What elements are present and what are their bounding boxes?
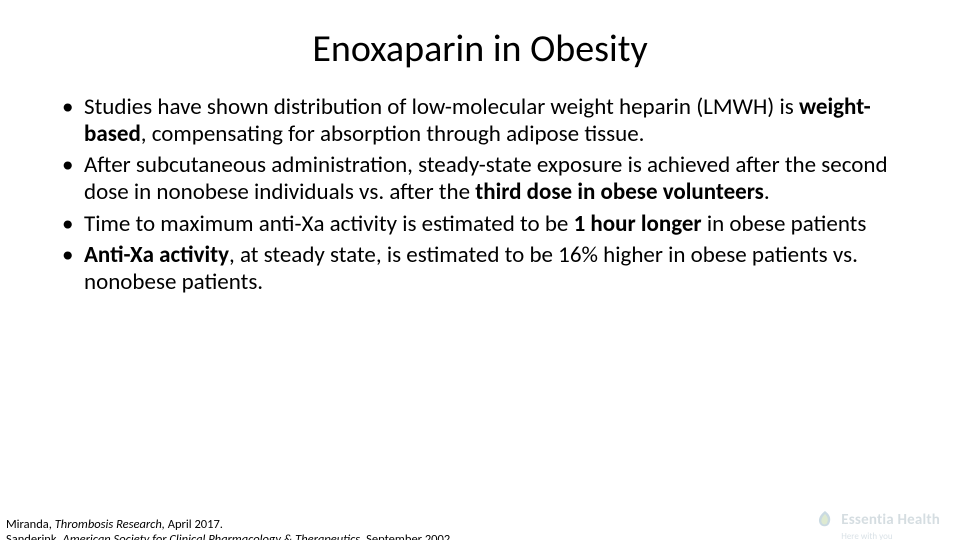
slide-title: Enoxaparin in Obesity xyxy=(0,26,960,72)
reference-rest: April 2017. xyxy=(165,517,223,532)
bullet-item: Anti-Xa activity, at steady state, is es… xyxy=(62,242,912,296)
references: Miranda, Thrombosis Research, April 2017… xyxy=(6,517,453,540)
bullet-text: 1 hour longer xyxy=(574,210,707,238)
slide-body: Studies have shown distribution of low-m… xyxy=(0,94,960,296)
bullet-text: third dose in obese volunteers xyxy=(475,178,764,206)
bullet-item: Studies have shown distribution of low-m… xyxy=(62,94,912,148)
leaf-icon xyxy=(815,510,835,530)
reference-author: Sanderink, xyxy=(6,532,63,540)
bullet-item: Time to maximum anti-Xa activity is esti… xyxy=(62,211,912,238)
bullet-item: After subcutaneous administration, stead… xyxy=(62,152,912,206)
logo: Essentia Health Here with you xyxy=(815,510,940,540)
bullet-text: Studies have shown distribution of low-m… xyxy=(84,93,799,121)
logo-tagline: Here with you xyxy=(841,531,892,540)
reference-line: Sanderink, American Society for Clinical… xyxy=(6,532,453,540)
bullet-text: in obese patients xyxy=(707,210,867,238)
bullet-text: , compensating for absorption through ad… xyxy=(141,120,645,148)
bullet-text: Time to maximum anti-Xa activity is esti… xyxy=(84,210,574,238)
bullet-text: . xyxy=(764,178,770,206)
reference-author: Miranda, xyxy=(6,517,55,532)
reference-rest: September 2002. xyxy=(363,532,453,540)
bullet-text: Anti-Xa activity xyxy=(84,241,229,269)
reference-source: Thrombosis Research, xyxy=(55,517,165,532)
reference-line: Miranda, Thrombosis Research, April 2017… xyxy=(6,517,453,533)
reference-source: American Society for Clinical Pharmacolo… xyxy=(63,532,364,540)
slide: Enoxaparin in Obesity Studies have shown… xyxy=(0,26,960,540)
logo-text: Essentia Health xyxy=(841,511,940,529)
